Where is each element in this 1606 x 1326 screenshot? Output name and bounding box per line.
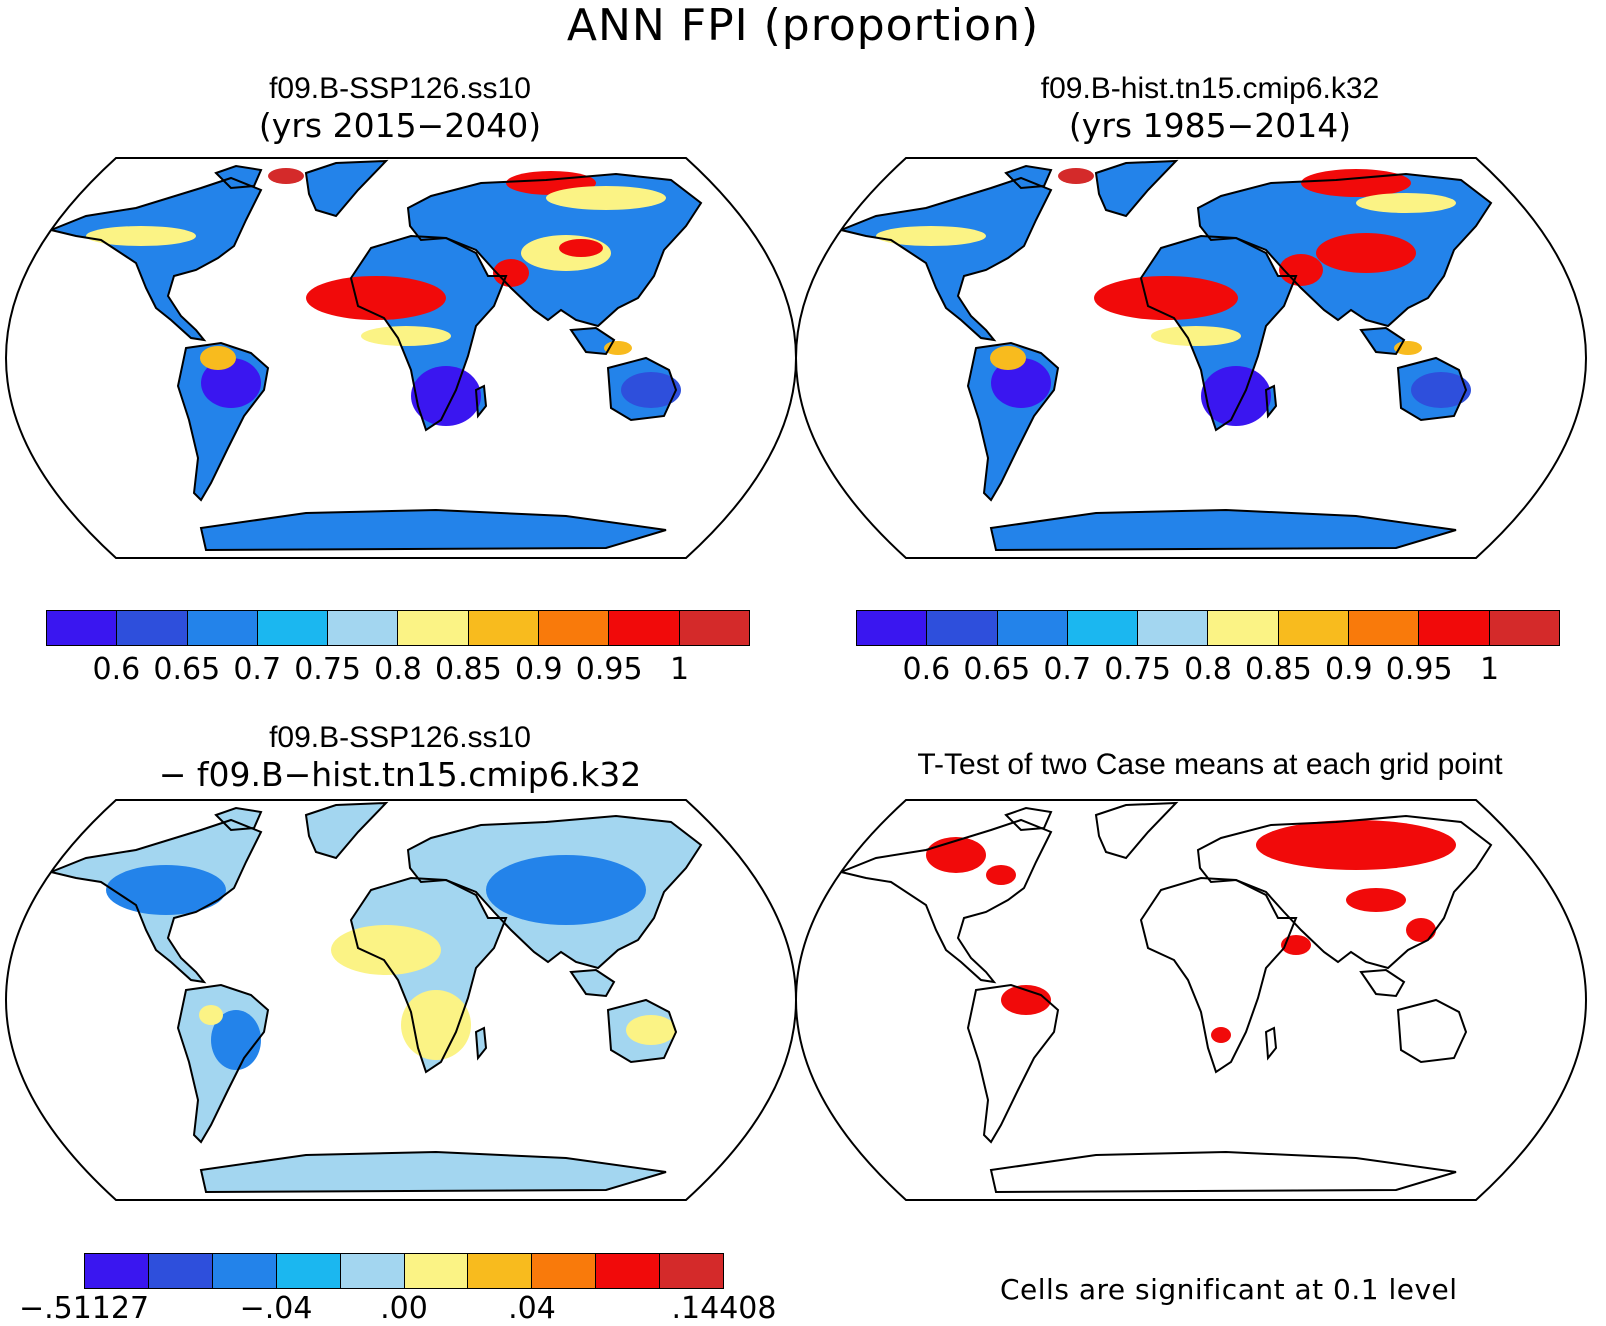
colorbar-top-right-swatch [1349,611,1420,645]
colorbar-bottom-left-swatch [468,1254,533,1288]
colorbar-top-right-swatch [927,611,998,645]
colorbar-top-left-swatch [257,611,329,645]
colorbar-top-left-tick-label: 0.95 [575,652,643,687]
colorbar-top-right-swatch [857,611,928,645]
panel-title-bottom-right: T-Test of two Case means at each grid po… [917,748,1503,781]
panel-case-name: f09.B-hist.tn15.cmip6.k32 [1040,72,1380,105]
colorbar-top-left-tick-label: 0.7 [233,652,282,687]
colorbar-bottom-left-swatch [596,1254,661,1288]
colorbar-top-right-swatch [1067,611,1139,645]
colorbar-top-right-tick-label: 1 [1480,652,1500,687]
panel-title-top-right: f09.B-hist.tn15.cmip6.k32 (yrs 1985−2014… [850,73,1570,143]
colorbar-top-right-swatch [1489,611,1559,645]
colorbar-top-right-swatch [1138,611,1209,645]
colorbar-bottom-left-swatch [276,1254,341,1288]
panel-difference-label: − f09.B−hist.tn15.cmip6.k32 [158,754,642,794]
colorbar-bottom-left-labels: −.51127 −.04 .00 .04 .14408 [19,1291,777,1326]
colorbar-top-left-swatch [468,611,540,645]
figure-title: ANN FPI (proportion) [566,0,1040,51]
colorbar-top-left-tick-label: 0.85 [434,652,502,687]
colorbar-top-left-tick-label: 0.9 [514,652,563,687]
colorbar-top-left-swatch [328,611,399,645]
colorbar-top-left-tick-label: 0.8 [374,652,422,687]
panel-case-name: f09.B-SSP126.ss10 [269,72,531,105]
colorbar-top-right-tick-label: 0.65 [963,652,1031,687]
panel-years: (yrs 2015−2040) [258,105,542,145]
significance-note: Cells are significant at 0.1 level [1000,1273,1458,1306]
colorbar-bottom-left [84,1253,724,1289]
colorbar-top-right-swatch [1278,611,1350,645]
colorbar-top-right-swatch [1419,611,1490,645]
colorbar-top-left [46,610,750,646]
colorbar-top-left-tick-label: 0.75 [294,652,361,687]
colorbar-bottom-left-tick-label: .14408 [671,1291,777,1326]
map-panel-bottom-right [794,799,1588,1201]
colorbar-bottom-left-tick-label: .00 [380,1291,428,1326]
colorbar-top-right-tick-label: 0.75 [1104,652,1171,687]
colorbar-top-left-swatch [679,611,749,645]
colorbar-top-right-tick-label: 0.9 [1324,652,1373,687]
colorbar-top-left-swatch [609,611,680,645]
colorbar-top-right-tick-label: 0.8 [1184,652,1232,687]
colorbar-top-left-labels: 0.6 0.65 0.7 0.75 0.8 0.85 0.9 0.95 1 [46,652,750,687]
colorbar-top-left-swatch [117,611,188,645]
colorbar-bottom-left-tick-label: −.51127 [18,1291,150,1326]
colorbar-top-right-swatch [1208,611,1279,645]
colorbar-top-left-swatch [187,611,258,645]
colorbar-top-left-swatch [539,611,610,645]
colorbar-top-right-swatch [997,611,1068,645]
colorbar-top-left-swatch [47,611,118,645]
colorbar-top-left-tick-label: 1 [670,652,690,687]
colorbar-bottom-left-swatch [404,1254,469,1288]
colorbar-top-left-tick-label: 0.65 [153,652,221,687]
map-panel-bottom-left [4,799,798,1201]
panel-case-name: f09.B-SSP126.ss10 [269,721,531,754]
map-panel-top-left [4,157,798,559]
colorbar-bottom-left-tick-label: .04 [508,1291,556,1326]
colorbar-bottom-left-swatch [212,1254,277,1288]
colorbar-top-right-tick-label: 0.95 [1385,652,1453,687]
panel-years: (yrs 1985−2014) [1068,105,1352,145]
colorbar-bottom-left-swatch [148,1254,213,1288]
colorbar-bottom-left-swatch [532,1254,597,1288]
colorbar-top-left-tick-label: 0.6 [92,652,141,687]
colorbar-top-right [856,610,1560,646]
colorbar-top-right-tick-label: 0.85 [1244,652,1312,687]
colorbar-bottom-left-tick-label: −.04 [239,1291,313,1326]
colorbar-top-right-labels: 0.6 0.65 0.7 0.75 0.8 0.85 0.9 0.95 1 [856,652,1560,687]
map-panel-top-right [794,157,1588,559]
colorbar-top-right-tick-label: 0.7 [1043,652,1092,687]
panel-title-bottom-left: f09.B-SSP126.ss10 − f09.B−hist.tn15.cmip… [20,722,780,792]
colorbar-top-left-swatch [398,611,469,645]
colorbar-bottom-left-swatch [660,1254,724,1288]
panel-title-top-left: f09.B-SSP126.ss10 (yrs 2015−2040) [40,73,760,143]
colorbar-bottom-left-swatch [340,1254,405,1288]
colorbar-top-right-tick-label: 0.6 [902,652,951,687]
colorbar-bottom-left-swatch [85,1254,149,1288]
